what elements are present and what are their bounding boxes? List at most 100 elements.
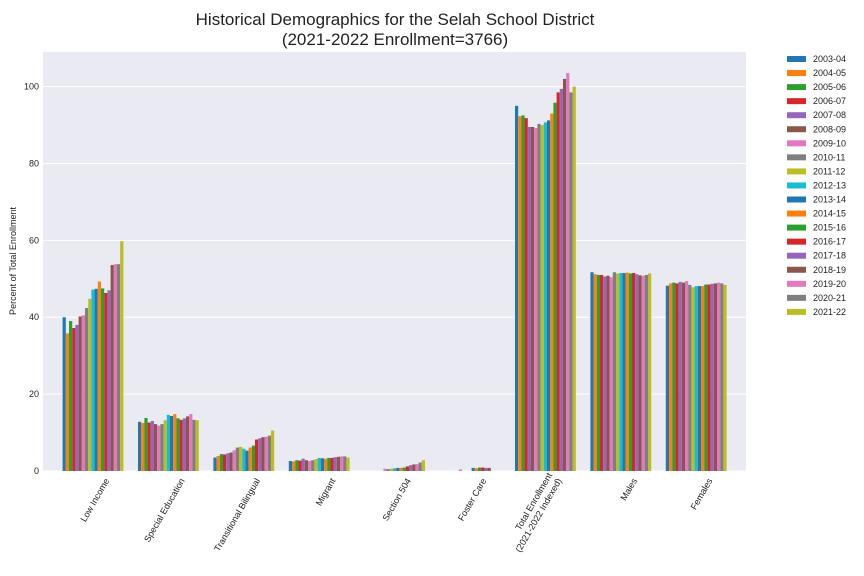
bar	[559, 88, 563, 472]
bar	[399, 467, 403, 471]
bar	[333, 457, 337, 471]
legend-label: 2009-10	[813, 138, 846, 148]
bar	[163, 420, 167, 471]
legend-swatch	[787, 294, 806, 301]
x-tick-label-line: Females	[689, 476, 715, 511]
bar	[553, 102, 557, 472]
bar	[556, 92, 560, 472]
bar	[271, 430, 275, 471]
bar	[301, 458, 305, 471]
chart-title-line1: Historical Demographics for the Selah Sc…	[196, 10, 595, 29]
y-tick-label: 60	[29, 235, 39, 245]
legend: 2003-04 2004-05 2005-06 2006-07 2007-08 2008-…	[787, 54, 846, 317]
legend-label: 2003-04	[813, 54, 846, 64]
legend-swatch	[787, 98, 806, 105]
bar	[628, 273, 632, 471]
x-tick-label-line: Special Education	[142, 477, 187, 544]
bar	[343, 456, 347, 471]
bar	[311, 460, 315, 471]
bar	[117, 264, 121, 471]
x-tick-label: Migrant	[314, 476, 338, 507]
bar	[75, 324, 79, 471]
bar	[176, 418, 180, 471]
bar	[235, 447, 239, 471]
bar	[669, 283, 673, 471]
bar	[717, 282, 721, 471]
bar	[330, 457, 334, 471]
bar	[681, 282, 685, 471]
legend-swatch	[787, 224, 806, 231]
bar	[471, 467, 475, 471]
bar	[340, 456, 344, 471]
legend-label: 2020-21	[813, 293, 846, 303]
x-tick-label: Males	[618, 476, 639, 502]
x-tick-label-line: Transitional Bilingual	[212, 477, 262, 554]
legend-label: 2011-12	[813, 166, 845, 176]
legend-swatch	[787, 126, 806, 133]
legend-label: 2016-17	[813, 237, 846, 247]
bar	[62, 317, 66, 471]
bar	[255, 439, 259, 471]
legend-label: 2008-09	[813, 124, 846, 134]
bar	[295, 460, 299, 471]
bar	[320, 458, 324, 471]
bar	[219, 454, 223, 471]
bar	[531, 126, 535, 472]
bar	[723, 284, 727, 471]
bar	[101, 288, 105, 471]
legend-label: 2018-19	[813, 265, 846, 275]
bar	[487, 467, 491, 471]
bar	[688, 284, 692, 471]
x-tick-label-line: Migrant	[314, 476, 338, 507]
bar	[113, 264, 117, 471]
x-tick-label: Total Enrollment(2021-2022 Indexed)	[504, 471, 564, 554]
bar	[665, 285, 669, 471]
bar	[641, 275, 645, 471]
bar	[685, 281, 689, 471]
y-axis-ticks: 0 20 40 60 80 100	[24, 82, 39, 476]
bar	[160, 424, 164, 471]
legend-label: 2013-14	[813, 195, 846, 205]
legend-swatch	[787, 168, 806, 175]
bar	[622, 273, 626, 471]
legend-swatch	[787, 112, 806, 119]
bar	[383, 468, 387, 471]
legend-swatch	[787, 56, 806, 62]
bar	[69, 321, 73, 471]
bar	[678, 281, 682, 471]
y-axis-label: Percent of Total Enrollment	[8, 207, 18, 315]
y-tick-label: 80	[29, 158, 39, 168]
bar	[547, 120, 551, 472]
bar	[609, 277, 613, 471]
bar	[110, 264, 114, 471]
bar	[173, 414, 177, 471]
x-tick-label: Females	[689, 476, 715, 511]
y-tick-label: 40	[29, 312, 39, 322]
bar	[635, 274, 639, 471]
bar	[540, 125, 544, 471]
y-tick-label: 20	[29, 389, 39, 399]
x-tick-label-line: Foster Care	[456, 477, 488, 523]
bars-group	[62, 73, 727, 472]
bar	[590, 272, 594, 471]
legend-swatch	[787, 182, 806, 189]
bar	[393, 468, 397, 471]
legend-label: 2012-13	[813, 180, 846, 190]
bar	[518, 116, 522, 471]
bar	[720, 283, 724, 471]
bar	[223, 454, 227, 471]
bar	[478, 467, 482, 471]
bar	[346, 457, 350, 471]
bar	[216, 456, 220, 471]
legend-label: 2015-16	[813, 223, 846, 233]
chart-title-line2: (2021-2022 Enrollment=3766)	[282, 30, 508, 49]
bar	[189, 414, 193, 471]
x-tick-label-line: Low Income	[78, 477, 111, 524]
bar	[317, 457, 321, 471]
x-tick-label: Section 504	[380, 477, 412, 523]
bar	[213, 457, 217, 471]
y-tick-label: 0	[34, 466, 39, 476]
bar	[251, 445, 255, 471]
bar	[147, 422, 151, 471]
legend-swatch	[787, 308, 806, 315]
